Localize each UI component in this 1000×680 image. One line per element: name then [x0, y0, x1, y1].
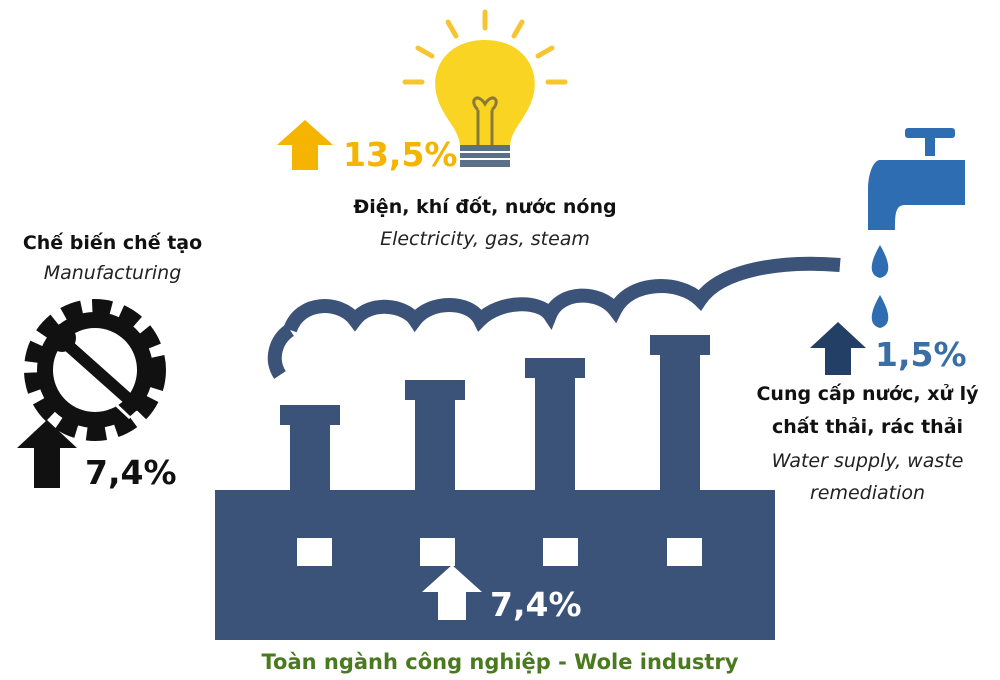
illustration — [0, 0, 1000, 680]
sector-name: Chế biến chế tạo — [0, 232, 225, 254]
percent-change: 13,5% — [343, 135, 458, 174]
sector-name-en: Water supply, waste — [735, 450, 1000, 472]
sector-name-en: Manufacturing — [0, 262, 225, 284]
sector-name-en: remediation — [735, 482, 1000, 504]
up-arrow — [277, 120, 333, 170]
sector-name-en: Electricity, gas, steam — [285, 228, 685, 250]
faucet-icon — [868, 128, 965, 328]
sector-name: chất thải, rác thải — [735, 416, 1000, 438]
infographic: 13,5% Điện, khí đốt, nước nóng Electrici… — [0, 0, 1000, 680]
sector-name: Điện, khí đốt, nước nóng — [285, 196, 685, 218]
sector-name: Cung cấp nước, xử lý — [735, 383, 1000, 405]
percent-change: 1,5% — [875, 335, 967, 374]
percent-change: 7,4% — [85, 453, 177, 492]
up-arrow — [810, 322, 866, 375]
gear-icon — [35, 310, 155, 430]
percent-change: 7,4% — [490, 585, 582, 624]
total-label: Toàn ngành công nghiệp - Wole industry — [0, 650, 1000, 674]
